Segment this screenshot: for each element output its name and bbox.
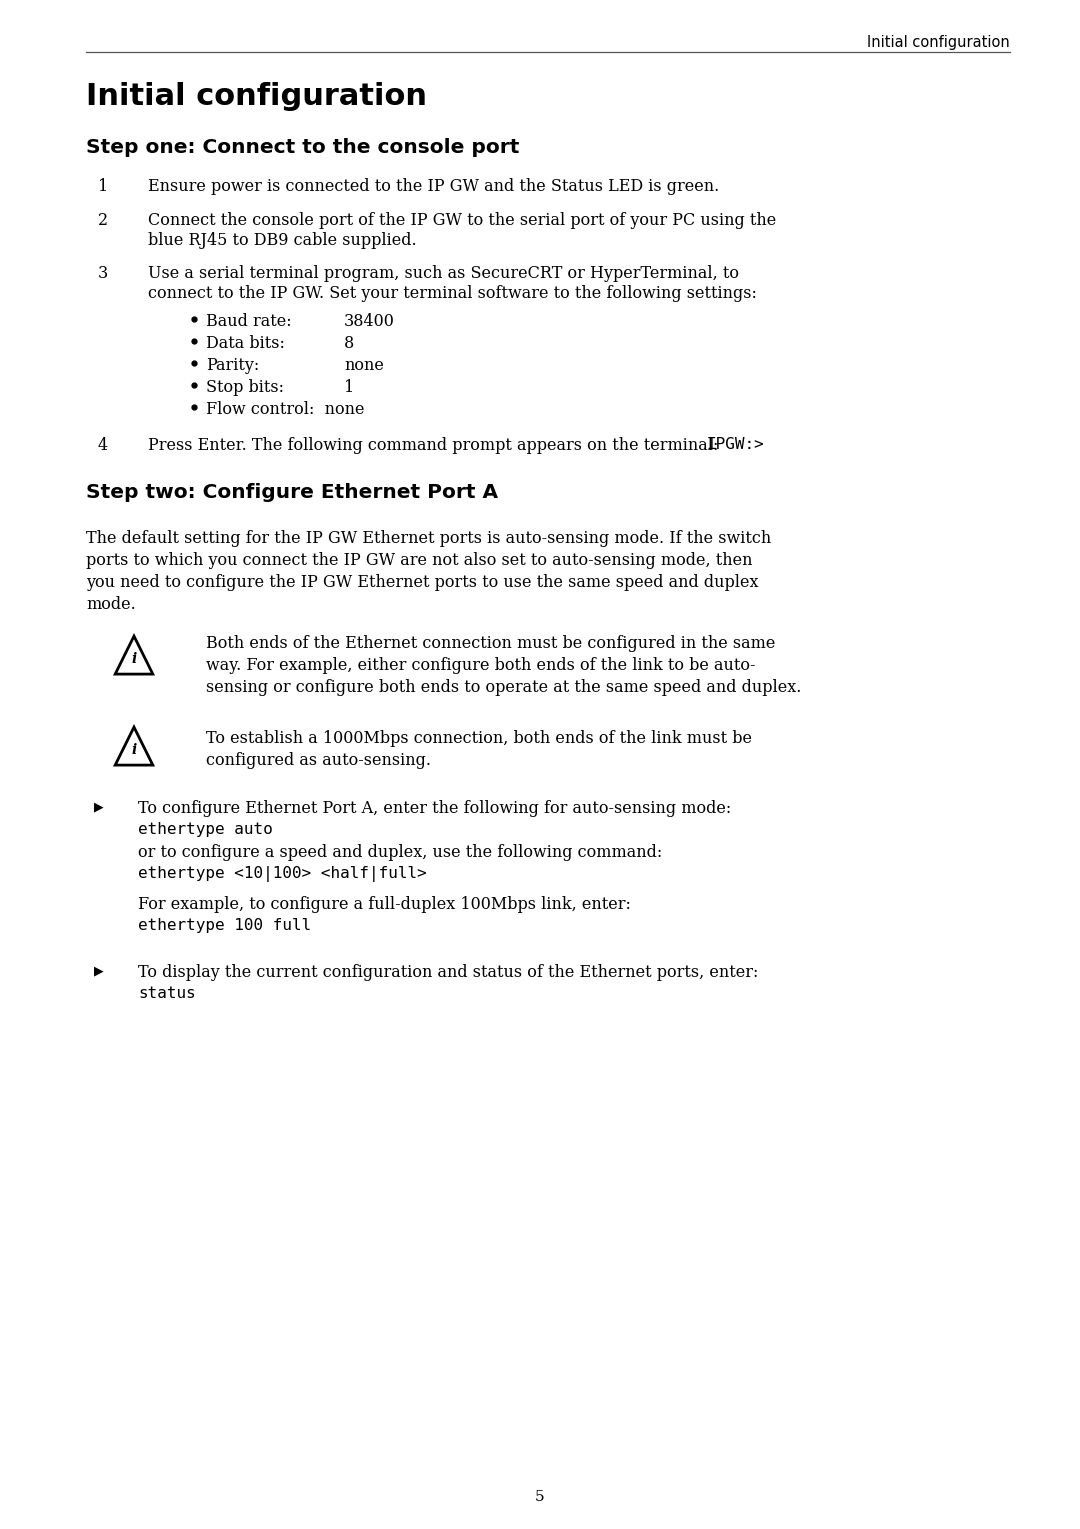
Text: Step one: Connect to the console port: Step one: Connect to the console port (86, 138, 519, 157)
Text: blue RJ45 to DB9 cable supplied.: blue RJ45 to DB9 cable supplied. (148, 232, 417, 249)
Text: Data bits:: Data bits: (206, 335, 285, 352)
Text: ▶: ▶ (94, 963, 104, 977)
Text: Use a serial terminal program, such as SecureCRT or HyperTerminal, to: Use a serial terminal program, such as S… (148, 265, 739, 281)
Text: ▶: ▶ (94, 800, 104, 813)
Text: Flow control:  none: Flow control: none (206, 401, 365, 417)
Text: The default setting for the IP GW Ethernet ports is auto-sensing mode. If the sw: The default setting for the IP GW Ethern… (86, 531, 771, 547)
Text: Ensure power is connected to the IP GW and the Status LED is green.: Ensure power is connected to the IP GW a… (148, 177, 719, 196)
Text: 2: 2 (98, 213, 108, 229)
Text: configured as auto-sensing.: configured as auto-sensing. (206, 752, 431, 769)
Text: Parity:: Parity: (206, 356, 259, 375)
Text: 4: 4 (98, 437, 108, 454)
Text: To establish a 1000Mbps connection, both ends of the link must be: To establish a 1000Mbps connection, both… (206, 729, 752, 748)
Text: 38400: 38400 (345, 313, 395, 330)
Text: 8: 8 (345, 335, 354, 352)
Text: mode.: mode. (86, 596, 136, 613)
Text: To display the current configuration and status of the Ethernet ports, enter:: To display the current configuration and… (138, 963, 758, 982)
Text: connect to the IP GW. Set your terminal software to the following settings:: connect to the IP GW. Set your terminal … (148, 284, 757, 303)
Text: Both ends of the Ethernet connection must be configured in the same: Both ends of the Ethernet connection mus… (206, 635, 775, 651)
Text: 5: 5 (536, 1489, 544, 1505)
Text: ethertype 100 full: ethertype 100 full (138, 917, 311, 933)
Text: Baud rate:: Baud rate: (206, 313, 292, 330)
Text: Initial configuration: Initial configuration (867, 35, 1010, 50)
Text: IPGW:>: IPGW:> (706, 437, 764, 453)
Text: ports to which you connect the IP GW are not also set to auto-sensing mode, then: ports to which you connect the IP GW are… (86, 552, 753, 569)
Text: sensing or configure both ends to operate at the same speed and duplex.: sensing or configure both ends to operat… (206, 679, 801, 696)
Text: 3: 3 (98, 265, 108, 281)
Text: Stop bits:: Stop bits: (206, 379, 284, 396)
Text: ethertype <10|100> <half|full>: ethertype <10|100> <half|full> (138, 865, 427, 882)
Text: status: status (138, 986, 195, 1001)
Text: Press Enter. The following command prompt appears on the terminal:: Press Enter. The following command promp… (148, 437, 729, 454)
Text: Initial configuration: Initial configuration (86, 83, 427, 112)
Text: none: none (345, 356, 383, 375)
Text: i: i (132, 651, 137, 667)
Text: i: i (132, 743, 137, 757)
Text: To configure Ethernet Port A, enter the following for auto-sensing mode:: To configure Ethernet Port A, enter the … (138, 800, 731, 816)
Text: 1: 1 (98, 177, 108, 196)
Text: For example, to configure a full-duplex 100Mbps link, enter:: For example, to configure a full-duplex … (138, 896, 631, 913)
Text: or to configure a speed and duplex, use the following command:: or to configure a speed and duplex, use … (138, 844, 662, 861)
Text: 1: 1 (345, 379, 354, 396)
Text: Step two: Configure Ethernet Port A: Step two: Configure Ethernet Port A (86, 483, 498, 502)
Text: you need to configure the IP GW Ethernet ports to use the same speed and duplex: you need to configure the IP GW Ethernet… (86, 573, 758, 592)
Text: ethertype auto: ethertype auto (138, 823, 273, 836)
Text: Connect the console port of the IP GW to the serial port of your PC using the: Connect the console port of the IP GW to… (148, 213, 777, 229)
Text: way. For example, either configure both ends of the link to be auto-: way. For example, either configure both … (206, 657, 756, 674)
